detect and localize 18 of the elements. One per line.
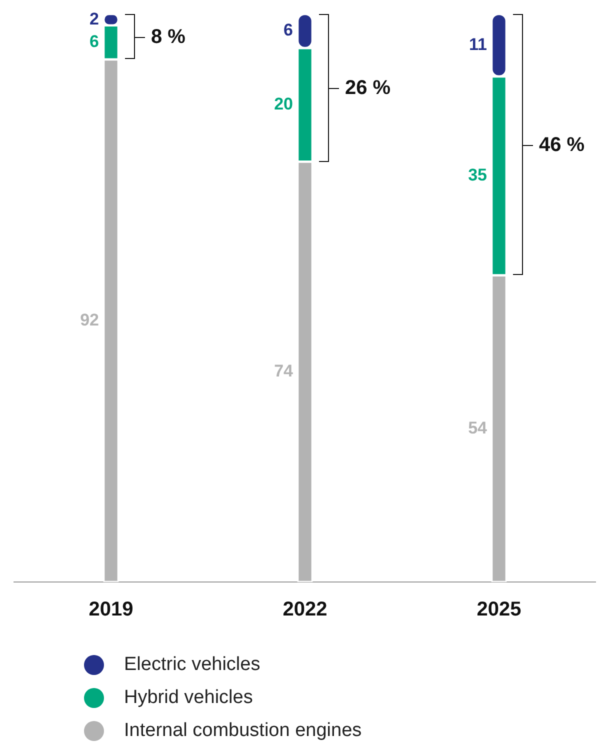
data-label: 74 [274, 362, 294, 381]
data-label: 54 [468, 418, 488, 438]
legend-label: Electric vehicles [124, 654, 260, 676]
data-label: 2 [90, 9, 99, 28]
legend-label: Hybrid vehicles [124, 686, 253, 708]
annotation: 8 % [151, 24, 186, 49]
data-label: 35 [468, 166, 487, 185]
x-tick-label: 2019 [88, 598, 134, 621]
legend-label: Internal combustion engines [124, 720, 362, 742]
annotation: 46 % [539, 132, 585, 157]
data-label: 92 [80, 310, 99, 330]
data-label: 6 [90, 32, 99, 52]
x-tick-label: 2022 [282, 598, 328, 621]
data-label: 20 [274, 94, 293, 114]
x-tick-label: 2025 [476, 598, 522, 621]
data-label: 6 [284, 20, 293, 40]
annotation: 26 % [345, 76, 391, 100]
data-label: 11 [469, 34, 487, 54]
